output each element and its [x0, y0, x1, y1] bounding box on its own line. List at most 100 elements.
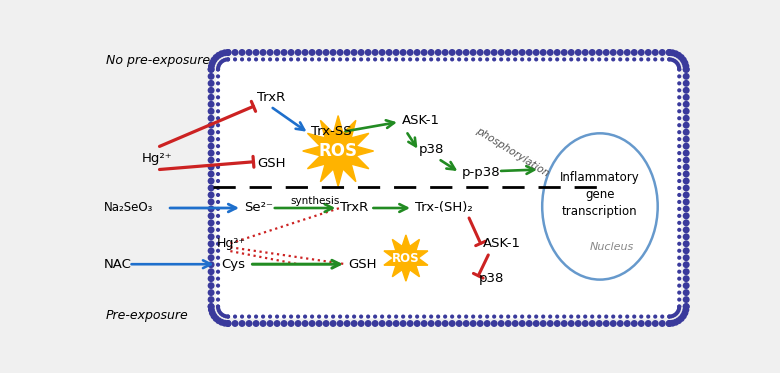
Circle shape	[338, 57, 342, 62]
Circle shape	[288, 320, 295, 327]
Circle shape	[646, 314, 651, 319]
Circle shape	[677, 307, 681, 311]
Circle shape	[378, 320, 385, 327]
Circle shape	[597, 314, 601, 319]
Text: Hg²⁺: Hg²⁺	[217, 237, 246, 250]
Circle shape	[427, 320, 434, 327]
Circle shape	[207, 275, 215, 282]
Circle shape	[216, 304, 220, 308]
Circle shape	[221, 313, 225, 317]
Circle shape	[217, 63, 221, 68]
Circle shape	[533, 320, 540, 327]
Circle shape	[216, 221, 220, 225]
Circle shape	[583, 57, 587, 62]
Text: GSH: GSH	[257, 157, 285, 170]
Text: p38: p38	[419, 143, 445, 156]
Circle shape	[674, 311, 679, 316]
Circle shape	[568, 320, 575, 327]
Circle shape	[392, 320, 399, 327]
Circle shape	[281, 320, 288, 327]
Circle shape	[669, 49, 676, 56]
Circle shape	[554, 320, 561, 327]
Circle shape	[520, 314, 524, 319]
Circle shape	[216, 123, 220, 127]
Circle shape	[470, 320, 477, 327]
Circle shape	[682, 63, 690, 69]
Circle shape	[275, 57, 279, 62]
Circle shape	[216, 186, 220, 190]
Circle shape	[645, 320, 652, 327]
Circle shape	[387, 314, 392, 319]
Circle shape	[541, 57, 545, 62]
Circle shape	[527, 57, 531, 62]
Circle shape	[215, 52, 222, 59]
Circle shape	[682, 254, 690, 261]
Circle shape	[233, 314, 237, 319]
Circle shape	[415, 314, 419, 319]
Circle shape	[408, 57, 412, 62]
Circle shape	[226, 314, 230, 319]
Circle shape	[660, 57, 665, 62]
Circle shape	[678, 54, 685, 61]
Circle shape	[267, 49, 274, 56]
Circle shape	[217, 308, 221, 313]
Circle shape	[408, 314, 412, 319]
Circle shape	[682, 206, 690, 212]
Circle shape	[682, 212, 690, 219]
Circle shape	[281, 49, 288, 56]
Circle shape	[268, 314, 272, 319]
Circle shape	[666, 49, 672, 56]
Circle shape	[216, 207, 220, 211]
Circle shape	[677, 270, 682, 274]
Circle shape	[427, 49, 434, 56]
Circle shape	[222, 320, 229, 327]
Circle shape	[330, 49, 336, 56]
Circle shape	[505, 320, 512, 327]
Circle shape	[216, 193, 220, 197]
Circle shape	[625, 57, 629, 62]
Circle shape	[302, 320, 309, 327]
Circle shape	[677, 88, 682, 93]
Circle shape	[317, 57, 321, 62]
Circle shape	[676, 63, 681, 68]
Text: synthesis: synthesis	[290, 196, 340, 206]
Circle shape	[456, 49, 463, 56]
Circle shape	[303, 314, 307, 319]
Circle shape	[682, 157, 690, 163]
Circle shape	[471, 57, 475, 62]
Circle shape	[675, 52, 682, 59]
Circle shape	[646, 57, 651, 62]
Circle shape	[682, 261, 690, 268]
Circle shape	[547, 49, 554, 56]
Circle shape	[682, 296, 690, 303]
Text: No pre-exposure: No pre-exposure	[105, 54, 210, 67]
Circle shape	[359, 57, 363, 62]
Circle shape	[351, 49, 357, 56]
Circle shape	[677, 67, 682, 72]
Circle shape	[520, 57, 524, 62]
Circle shape	[275, 314, 279, 319]
Circle shape	[677, 207, 682, 211]
Circle shape	[582, 49, 589, 56]
Circle shape	[534, 314, 538, 319]
Text: ROS: ROS	[392, 251, 420, 264]
Circle shape	[484, 320, 491, 327]
Text: Pre-exposure: Pre-exposure	[105, 309, 188, 322]
Circle shape	[682, 233, 690, 240]
Circle shape	[677, 81, 682, 85]
Circle shape	[216, 242, 220, 246]
Circle shape	[207, 115, 215, 122]
Circle shape	[207, 289, 215, 296]
Circle shape	[682, 87, 690, 94]
Circle shape	[247, 314, 251, 319]
Circle shape	[575, 49, 582, 56]
Circle shape	[677, 235, 682, 239]
Circle shape	[682, 66, 690, 73]
Text: phosphorylation: phosphorylation	[474, 126, 551, 179]
Circle shape	[682, 219, 690, 226]
Circle shape	[337, 320, 343, 327]
Circle shape	[513, 57, 517, 62]
Circle shape	[224, 314, 229, 319]
Circle shape	[429, 314, 433, 319]
Circle shape	[434, 49, 441, 56]
